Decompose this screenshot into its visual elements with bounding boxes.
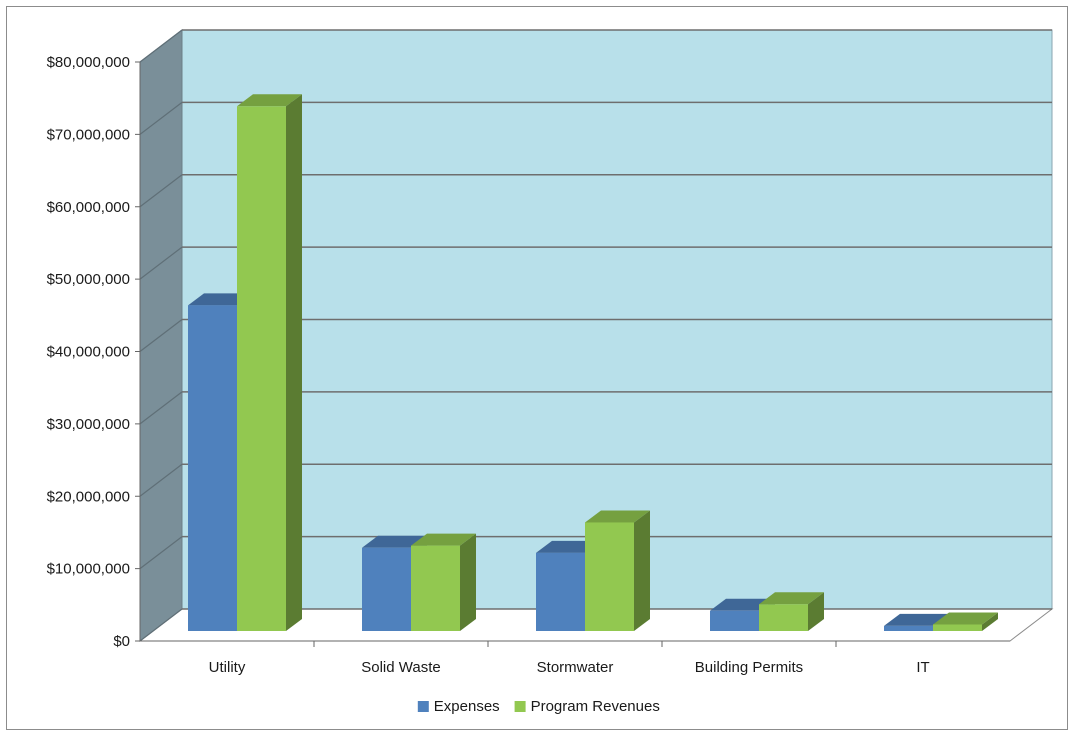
gridline-side: [139, 391, 183, 425]
bar-side-program-revenues: [286, 94, 302, 631]
x-tick-label: Stormwater: [537, 659, 614, 676]
bar-top-program-revenues: [933, 612, 998, 625]
bar-program-revenues: [585, 522, 634, 631]
gridline-side: [139, 174, 183, 208]
bar-side-program-revenues: [808, 592, 824, 631]
gridline-side: [139, 319, 183, 352]
bar-top-expenses: [362, 535, 427, 548]
y-tick-label: $10,000,000: [47, 561, 130, 578]
y-tick-label: $70,000,000: [47, 126, 130, 143]
y-tick-label: $30,000,000: [47, 416, 130, 433]
bar-top-program-revenues: [411, 533, 476, 546]
gridline-side: [139, 536, 183, 570]
y-tick-label: $60,000,000: [47, 199, 130, 216]
legend-label-expenses: Expenses: [434, 698, 500, 715]
bar-top-expenses: [710, 598, 775, 611]
bar-top-expenses: [188, 293, 253, 306]
legend-swatch-program-revenues: [514, 701, 526, 712]
x-tick-label: IT: [916, 659, 929, 676]
gridline-side: [139, 29, 183, 63]
gridline-side: [139, 246, 183, 280]
bar-expenses: [884, 625, 933, 631]
bar-top-expenses: [884, 613, 949, 626]
x-tick-label: Utility: [209, 659, 246, 676]
bar-expenses: [536, 552, 585, 631]
x-tick-label: Building Permits: [695, 659, 803, 676]
y-tick-label: $0: [113, 633, 130, 650]
legend-label-program-revenues: Program Revenues: [531, 698, 660, 715]
bar-expenses: [188, 305, 237, 631]
y-tick-label: $80,000,000: [47, 54, 130, 71]
bar-program-revenues: [933, 624, 982, 631]
bar-side-program-revenues: [460, 533, 476, 631]
bar-program-revenues: [759, 604, 808, 631]
bar-program-revenues: [411, 545, 460, 631]
gridline-side: [139, 463, 183, 497]
legend-swatch-expenses: [417, 701, 429, 712]
bar-top-expenses: [536, 540, 601, 553]
bar-top-program-revenues: [237, 94, 302, 107]
gridline-side: [139, 608, 183, 642]
bar-program-revenues: [237, 106, 286, 631]
bar-side-program-revenues: [982, 612, 998, 631]
bar-top-program-revenues: [585, 510, 650, 523]
gridline-side: [139, 101, 183, 135]
bar-side-program-revenues: [634, 510, 650, 631]
y-tick-label: $50,000,000: [47, 271, 130, 288]
bar-expenses: [362, 547, 411, 631]
bar-top-program-revenues: [759, 592, 824, 605]
bar-expenses: [710, 610, 759, 631]
y-tick-label: $20,000,000: [47, 488, 130, 505]
y-tick-label: $40,000,000: [47, 344, 130, 361]
x-tick-label: Solid Waste: [361, 659, 440, 676]
